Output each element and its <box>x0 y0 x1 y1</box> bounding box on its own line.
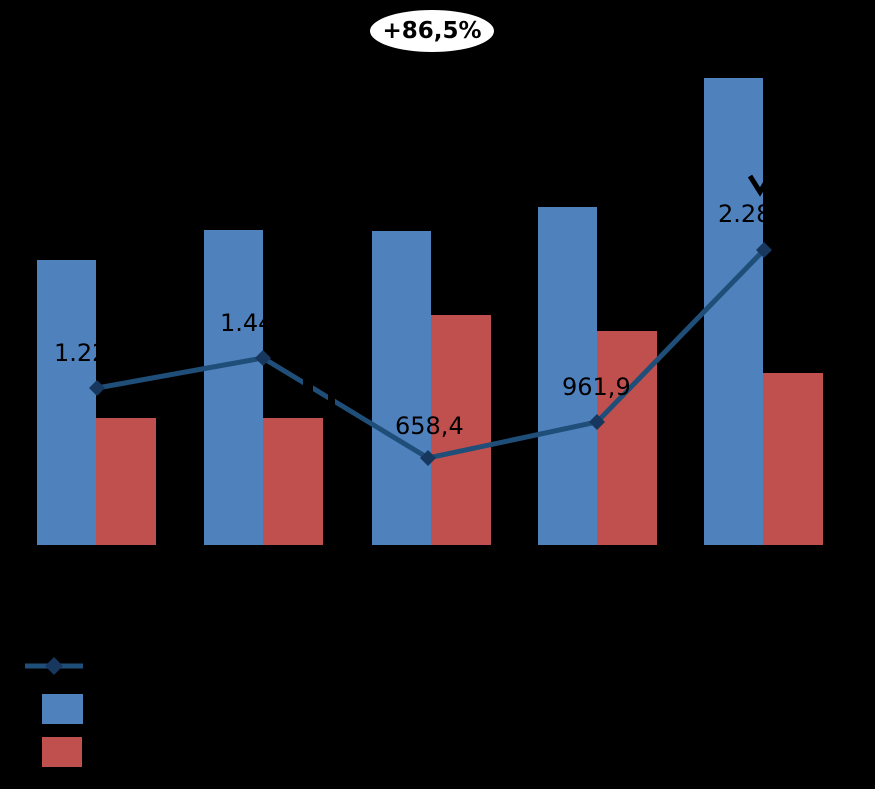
red-bar-4 <box>597 331 657 545</box>
red-bar-3 <box>431 315 491 545</box>
line-mask-2 <box>328 391 335 407</box>
blue-bar-1 <box>37 260 96 545</box>
blue-bar-4 <box>538 207 597 545</box>
data-label-5: 2.28 <box>718 200 772 228</box>
trend-point-marker-2 <box>255 350 271 366</box>
blue-bar-2 <box>204 230 263 545</box>
red-bar-2 <box>263 418 323 545</box>
trend-point-marker-5 <box>756 242 772 258</box>
data-label-1: 1.22 <box>54 339 108 367</box>
blue-bar-3 <box>372 231 431 545</box>
growth-bubble-label: +86,5% <box>382 18 482 44</box>
legend-line-diamond <box>45 657 63 675</box>
legend-swatch-red <box>42 737 82 767</box>
legend-swatch-blue <box>42 694 83 724</box>
line-mask-1 <box>303 376 313 396</box>
red-bar-5 <box>763 373 823 545</box>
data-label-3: 658,4 <box>395 412 464 440</box>
arrowhead-icon <box>747 174 772 197</box>
data-label-2: 1.44 <box>220 309 274 337</box>
growth-bubble: +86,5% <box>368 8 496 54</box>
trend-point-marker-4 <box>589 414 605 430</box>
trend-point-marker-1 <box>89 380 105 396</box>
red-bar-1 <box>96 418 156 545</box>
trend-point-marker-3 <box>420 450 436 466</box>
blue-bar-5 <box>704 78 763 545</box>
data-label-4: 961,9 <box>562 373 631 401</box>
